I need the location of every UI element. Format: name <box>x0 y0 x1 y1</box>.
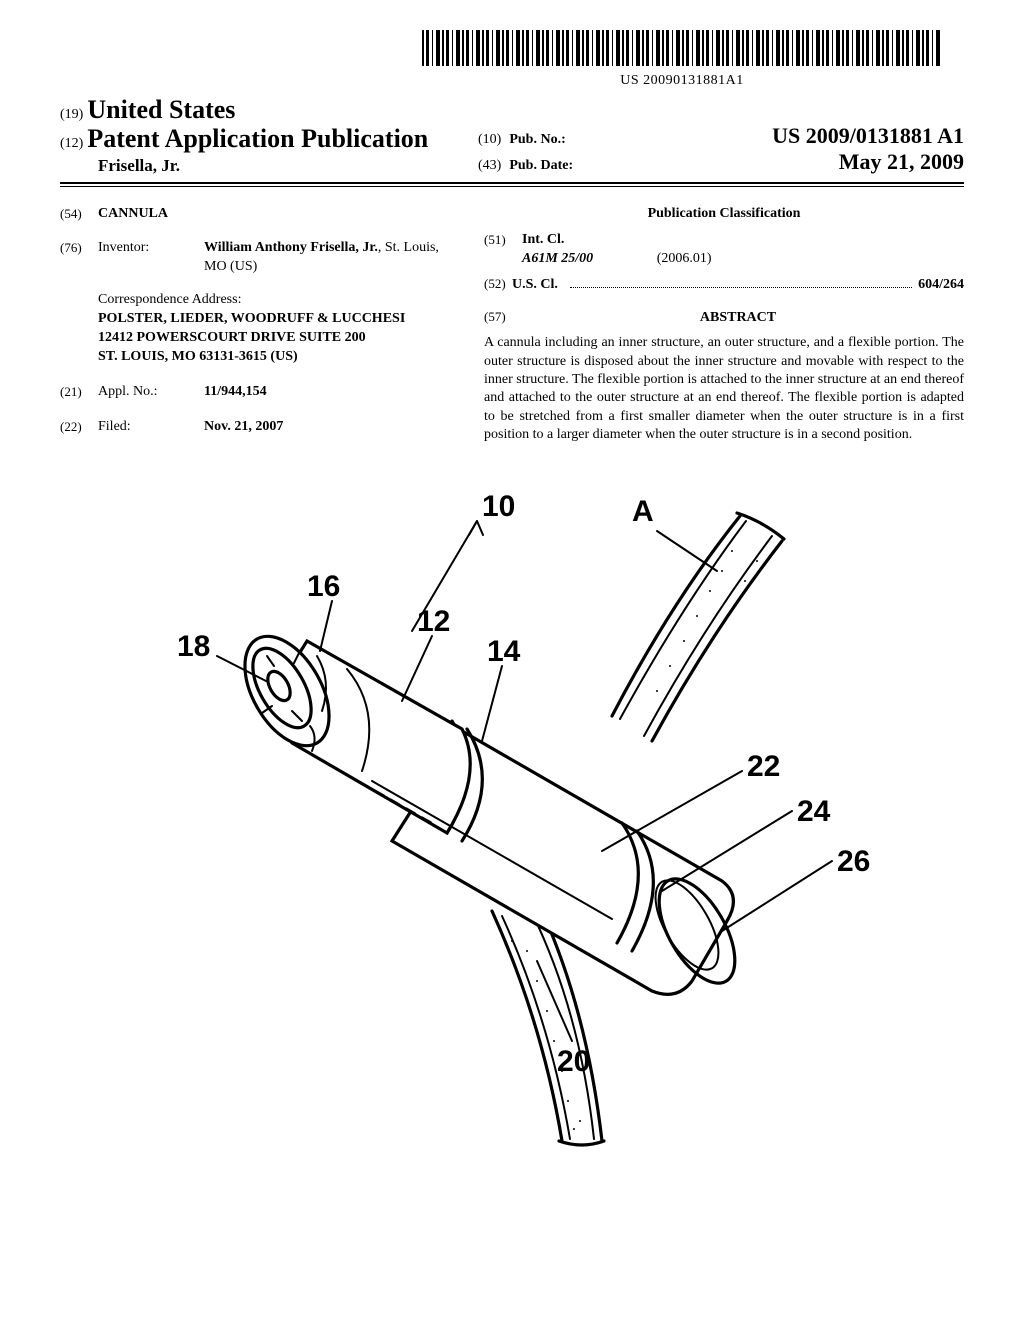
inventor-name: William Anthony Frisella, Jr. <box>204 240 378 255</box>
lead-26 <box>722 861 832 931</box>
field-51: (51) Int. Cl. A61M 25/00 (2006.01) <box>484 231 964 269</box>
val-76: William Anthony Frisella, Jr., St. Louis… <box>204 239 450 277</box>
pub-date: May 21, 2009 <box>839 149 964 175</box>
label-51: Int. Cl. <box>522 231 578 250</box>
cannula-drawing: 10 A 16 18 12 14 22 24 26 20 <box>132 481 892 1161</box>
header: (19) United States (12) Patent Applicati… <box>60 95 964 176</box>
abstract-text: A cannula including an inner structure, … <box>484 334 964 445</box>
artery-break-bot <box>559 1141 604 1145</box>
title-54: CANNULA <box>98 205 450 224</box>
val-52: 604/264 <box>918 276 964 295</box>
pub-date-row: (43) Pub. Date: May 21, 2009 <box>478 149 964 175</box>
label-A: A <box>632 495 654 528</box>
barcode <box>422 30 942 66</box>
lead-10-arrow <box>469 521 483 535</box>
field-76: (76) Inventor: William Anthony Frisella,… <box>60 239 450 277</box>
field-22: (22) Filed: Nov. 21, 2007 <box>60 418 450 437</box>
code-43: (43) <box>478 158 501 174</box>
artery-top-outer <box>612 516 740 716</box>
code-76: (76) <box>60 239 88 277</box>
stipple-top <box>656 550 758 692</box>
corr-line1: POLSTER, LIEDER, WOODRUFF & LUCCHESI <box>98 310 450 329</box>
field-21: (21) Appl. No.: 11/944,154 <box>60 383 450 402</box>
pub-no-label: Pub. No.: <box>509 132 565 148</box>
lead-24 <box>662 811 792 891</box>
header-left: (19) United States (12) Patent Applicati… <box>60 95 450 176</box>
label-22: Filed: <box>98 418 194 437</box>
lead-12 <box>402 636 432 701</box>
pub-no: US 2009/0131881 A1 <box>772 123 964 149</box>
pub-date-label: Pub. Date: <box>509 158 573 174</box>
corr-line3: ST. LOUIS, MO 63131-3615 (US) <box>98 348 450 367</box>
correspondence: Correspondence Address: POLSTER, LIEDER,… <box>98 291 450 367</box>
code-52: (52) <box>484 275 512 293</box>
lead-14 <box>482 666 502 741</box>
intcl-date: (2006.01) <box>657 251 712 266</box>
artery-break-top <box>737 513 784 539</box>
pub-type: Patent Application Publication <box>87 124 428 153</box>
line-12: (12) Patent Application Publication <box>60 125 450 154</box>
code-57: (57) <box>484 308 512 326</box>
val-22: Nov. 21, 2007 <box>204 418 450 437</box>
country: United States <box>87 95 235 124</box>
code-22: (22) <box>60 418 88 437</box>
biblio-left: (54) CANNULA (76) Inventor: William Anth… <box>60 205 450 453</box>
label-22: 22 <box>747 750 780 783</box>
intcl-item: A61M 25/00 <box>522 251 593 266</box>
label-21: Appl. No.: <box>98 383 194 402</box>
field-52: (52) U.S. Cl. 604/264 <box>484 275 964 295</box>
patent-page: US 20090131881A1 (19) United States (12)… <box>0 0 1024 1206</box>
classification-header: Publication Classification <box>484 205 964 224</box>
corr-title: Correspondence Address: <box>98 291 450 310</box>
field-54: (54) CANNULA <box>60 205 450 224</box>
label-26: 26 <box>837 845 870 878</box>
dot-leader <box>570 287 912 288</box>
code-12: (12) <box>60 136 83 151</box>
label-52: U.S. Cl. <box>512 276 558 295</box>
code-51: (51) <box>484 231 512 250</box>
figure: 10 A 16 18 12 14 22 24 26 20 <box>60 481 964 1166</box>
barcode-block: US 20090131881A1 <box>400 30 964 89</box>
inventor-header: Frisella, Jr. <box>98 156 450 176</box>
label-20: 20 <box>557 1045 590 1078</box>
corr-line2: 12412 POWERSCOURT DRIVE SUITE 200 <box>98 329 450 348</box>
val-21: 11/944,154 <box>204 383 450 402</box>
label-18: 18 <box>177 630 210 663</box>
biblio-right: Publication Classification (51) Int. Cl.… <box>484 205 964 453</box>
rule-thin <box>60 186 964 187</box>
code-19: (19) <box>60 107 83 122</box>
label-16: 16 <box>307 570 340 603</box>
abstract-label: ABSTRACT <box>512 309 964 328</box>
pub-no-row: (10) Pub. No.: US 2009/0131881 A1 <box>478 123 964 149</box>
label-76: Inventor: <box>98 239 194 277</box>
barcode-number: US 20090131881A1 <box>400 73 964 89</box>
label-12: 12 <box>417 605 450 638</box>
label-10: 10 <box>482 490 515 523</box>
field-57-head: (57) ABSTRACT <box>484 301 964 334</box>
label-14: 14 <box>487 635 521 668</box>
rule-thick <box>60 182 964 184</box>
lead-22 <box>602 771 742 851</box>
lead-A <box>657 531 717 571</box>
label-24: 24 <box>797 795 831 828</box>
biblio: (54) CANNULA (76) Inventor: William Anth… <box>60 205 964 453</box>
intcl-item-row: A61M 25/00 (2006.01) <box>484 250 964 269</box>
header-right: (10) Pub. No.: US 2009/0131881 A1 (43) P… <box>478 95 964 176</box>
code-21: (21) <box>60 383 88 402</box>
line-19: (19) United States <box>60 95 450 125</box>
artery-bot-outer <box>492 911 562 1141</box>
lead-16 <box>320 601 332 651</box>
code-10: (10) <box>478 132 501 148</box>
code-54: (54) <box>60 205 88 224</box>
